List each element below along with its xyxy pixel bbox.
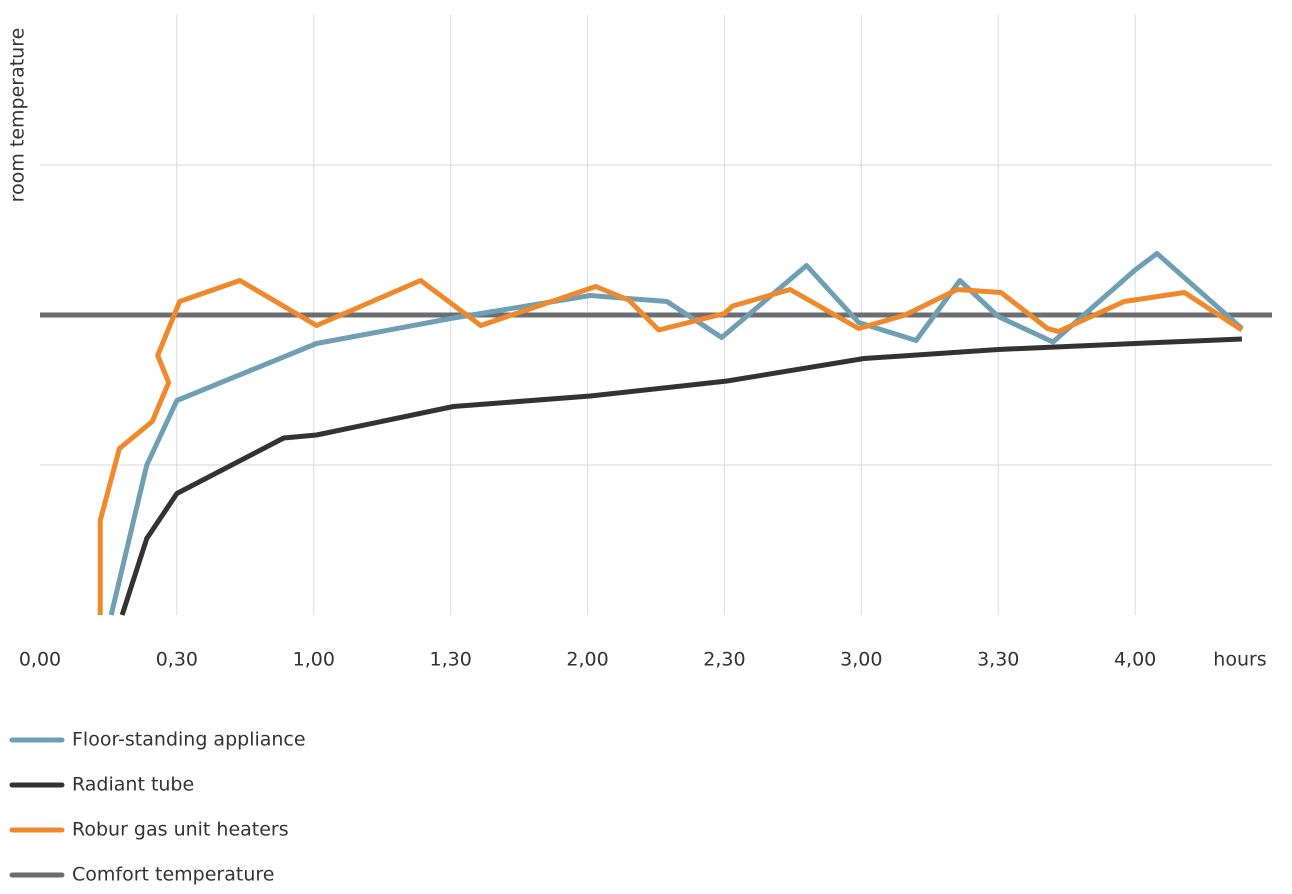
series-line bbox=[119, 336, 1242, 616]
legend-label: Comfort temperature bbox=[72, 864, 274, 886]
series-line bbox=[97, 278, 1244, 615]
legend-label: Floor-standing appliance bbox=[72, 729, 306, 751]
y-axis-label: room temperature bbox=[7, 28, 29, 203]
x-tick-label: 2,30 bbox=[703, 649, 745, 671]
legend-label: Robur gas unit heaters bbox=[72, 819, 289, 841]
x-tick-label: 1,00 bbox=[293, 649, 335, 671]
x-tick-label: 3,00 bbox=[840, 649, 882, 671]
legend-label: Radiant tube bbox=[72, 774, 194, 796]
x-tick-label: 2,00 bbox=[566, 649, 608, 671]
x-tick-label: 0,30 bbox=[156, 649, 198, 671]
series-line bbox=[108, 251, 1244, 616]
x-tick-label: 1,30 bbox=[430, 649, 472, 671]
x-axis-label: hours bbox=[1213, 649, 1266, 671]
x-tick-label: 3,30 bbox=[977, 649, 1019, 671]
x-tick-label: 0,00 bbox=[19, 649, 61, 671]
x-tick-label: 4,00 bbox=[1114, 649, 1156, 671]
